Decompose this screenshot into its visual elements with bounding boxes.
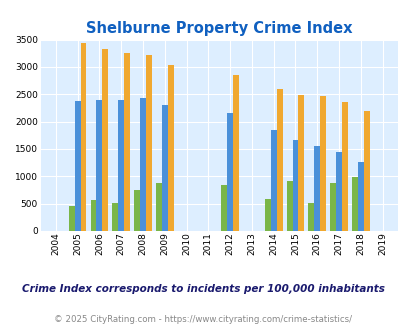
- Bar: [292, 140, 298, 231]
- Bar: [90, 200, 96, 231]
- Bar: [102, 49, 108, 231]
- Bar: [227, 114, 232, 231]
- Bar: [286, 181, 292, 231]
- Text: Crime Index corresponds to incidents per 100,000 inhabitants: Crime Index corresponds to incidents per…: [21, 284, 384, 294]
- Bar: [329, 183, 335, 231]
- Bar: [124, 53, 130, 231]
- Bar: [341, 102, 347, 231]
- Bar: [221, 185, 227, 231]
- Bar: [298, 95, 304, 231]
- Bar: [335, 152, 341, 231]
- Bar: [276, 89, 282, 231]
- Bar: [162, 105, 167, 231]
- Bar: [96, 100, 102, 231]
- Bar: [112, 203, 118, 231]
- Bar: [308, 203, 313, 231]
- Bar: [156, 183, 162, 231]
- Bar: [357, 162, 363, 231]
- Bar: [145, 55, 151, 231]
- Bar: [134, 190, 140, 231]
- Bar: [320, 96, 325, 231]
- Title: Shelburne Property Crime Index: Shelburne Property Crime Index: [86, 21, 352, 36]
- Bar: [232, 75, 239, 231]
- Bar: [80, 44, 86, 231]
- Bar: [313, 146, 320, 231]
- Bar: [363, 111, 369, 231]
- Bar: [118, 100, 124, 231]
- Bar: [140, 98, 145, 231]
- Bar: [167, 65, 173, 231]
- Bar: [351, 178, 357, 231]
- Bar: [270, 130, 276, 231]
- Text: © 2025 CityRating.com - https://www.cityrating.com/crime-statistics/: © 2025 CityRating.com - https://www.city…: [54, 315, 351, 324]
- Bar: [68, 206, 75, 231]
- Bar: [75, 101, 80, 231]
- Bar: [264, 199, 270, 231]
